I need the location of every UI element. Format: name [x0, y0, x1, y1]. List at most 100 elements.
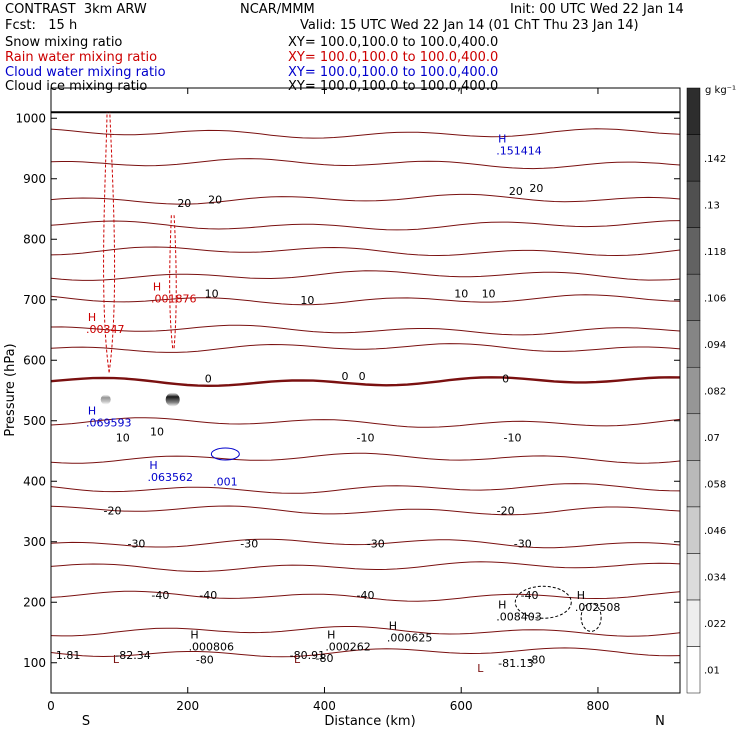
- temperature-label-25: 10: [205, 288, 219, 301]
- extremum-mark-3: H: [190, 629, 198, 642]
- snow-plume-0: [100, 394, 111, 405]
- temperature-contour-13: [50, 270, 681, 281]
- temperature-label-13: -30: [367, 538, 385, 551]
- colorbar-segment-10: [686, 180, 701, 228]
- temperature-label-29: 20: [177, 197, 191, 210]
- extremum-value-6: .008403: [496, 610, 542, 623]
- extremum-mark-4: H: [327, 629, 335, 642]
- cloud-water-label-0: .001: [213, 475, 238, 488]
- colorbar-label-10: .13: [704, 200, 720, 211]
- colorbar-label-6: .082: [704, 387, 726, 398]
- temperature-contour-15: [50, 220, 681, 231]
- forecast-hour: Fcst: 15 h: [5, 18, 78, 33]
- y-axis-label: Pressure (hPa): [3, 343, 18, 436]
- extremum-value-12: .001876: [151, 293, 197, 306]
- field-xy-rain: XY= 100.0,100.0 to 100.0,400.0: [288, 50, 499, 65]
- x-tick-label-0: 0: [47, 699, 55, 713]
- extremum-mark-8: H: [149, 459, 157, 472]
- temperature-label-21: 0: [205, 372, 212, 385]
- temperature-contour-7: [50, 452, 681, 464]
- temperature-label-8: -40: [199, 589, 217, 602]
- field-xy-cloud-ice: XY= 100.0,100.0 to 100.0,400.0: [288, 79, 499, 94]
- extremum-value-11: .00347: [86, 323, 125, 336]
- rain-contour-2: [169, 215, 174, 349]
- extremum-value-10: .151414: [496, 144, 542, 157]
- temperature-contour-0: [50, 647, 681, 658]
- rain-contour-1: [108, 112, 116, 373]
- temperature-contour-5: [50, 505, 681, 516]
- temperature-label-26: 10: [300, 294, 314, 307]
- colorbar-segment-12: [686, 87, 701, 135]
- center-title: NCAR/MMM: [240, 2, 315, 17]
- colorbar-segment-6: [686, 366, 701, 415]
- colorbar-segment-1: [686, 599, 701, 647]
- temperature-contour-14: [50, 246, 681, 257]
- x-tick-label-2: 400: [313, 699, 336, 713]
- temperature-label-32: 20: [529, 182, 543, 195]
- temperature-label-6: -80: [527, 654, 545, 667]
- temperature-contour-12: [50, 294, 681, 306]
- valid-time: Valid: 15 UTC Wed 22 Jan 14 (01 ChT Thu …: [300, 18, 639, 33]
- model-title: CONTRAST 3km ARW: [5, 2, 147, 17]
- y-tick-label-2: 300: [23, 535, 46, 549]
- temperature-contour-9: [50, 376, 681, 388]
- temperature-label-9: -40: [357, 589, 375, 602]
- temperature-label-31: 20: [509, 185, 523, 198]
- extremum-mark-7: H: [577, 589, 585, 602]
- colorbar-segment-3: [686, 506, 701, 554]
- temperature-contour-2: [50, 590, 681, 602]
- temperature-contour-8: [50, 417, 681, 428]
- temperature-label-12: -30: [240, 538, 258, 551]
- extremum-mark-5: H: [389, 619, 397, 632]
- init-time: Init: 00 UTC Wed 22 Jan 14: [510, 2, 684, 17]
- temperature-label-20: -10: [504, 432, 522, 445]
- x-tick-label-3: 600: [450, 699, 473, 713]
- temperature-label-1: -82.34: [115, 649, 150, 662]
- extremum-mark-12: H: [153, 281, 161, 294]
- y-tick-label-4: 500: [23, 414, 46, 428]
- temperature-label-5: -81.13: [498, 657, 533, 670]
- extremum-mark-11: H: [88, 311, 96, 324]
- extremum-value-5: .000625: [387, 631, 433, 644]
- field-label-cloud-water: Cloud water mixing ratio: [5, 65, 166, 80]
- extremum-value-4: .000262: [325, 641, 371, 654]
- field-label-snow: Snow mixing ratio: [5, 35, 123, 50]
- colorbar-label-11: .142: [704, 154, 726, 165]
- colorbar-segment-4: [686, 460, 701, 508]
- temperature-label-18: 10: [150, 426, 164, 439]
- temperature-label-30: 20: [208, 193, 222, 206]
- temperature-label-24: 0: [502, 372, 509, 385]
- x-end-label-left: S: [82, 714, 90, 729]
- temperature-label-16: -20: [497, 504, 515, 517]
- x-end-label-right: N: [655, 714, 665, 729]
- temperature-label-15: -20: [104, 504, 122, 517]
- colorbar-label-9: .118: [704, 247, 726, 258]
- temperature-contour-16: [50, 193, 681, 205]
- colorbar-unit: g kg⁻¹: [705, 85, 736, 96]
- rain-contour-3: [173, 215, 177, 349]
- y-tick-label-0: 100: [23, 656, 46, 670]
- rain-contour-0: [103, 112, 110, 373]
- temperature-contour-4: [50, 538, 681, 549]
- extremum-value-7: .002508: [575, 601, 621, 614]
- extremum-mark-0: L: [113, 653, 120, 666]
- plot-frame: [50, 87, 681, 694]
- colorbar-segment-5: [686, 413, 701, 461]
- ice-contour-1: [580, 602, 602, 632]
- extremum-mark-9: H: [88, 405, 96, 418]
- temperature-label-3: -80: [315, 652, 333, 665]
- field-xy-cloud-water: XY= 100.0,100.0 to 100.0,400.0: [288, 65, 499, 80]
- extremum-value-3: .000806: [189, 641, 235, 654]
- temperature-label-4: -80.91: [290, 649, 325, 662]
- temperature-label-28: 10: [482, 288, 496, 301]
- temperature-label-27: 10: [454, 288, 468, 301]
- colorbar-segment-0: [686, 646, 701, 694]
- colorbar-segment-9: [686, 227, 701, 275]
- field-label-cloud-ice: Cloud ice mixing ratio: [5, 79, 148, 94]
- colorbar-label-4: .058: [704, 480, 726, 491]
- field-xy-snow: XY= 100.0,100.0 to 100.0,400.0: [288, 35, 499, 50]
- colorbar-label-3: .046: [704, 526, 726, 537]
- extremum-mark-6: H: [498, 598, 506, 611]
- y-tick-label-1: 200: [23, 595, 46, 609]
